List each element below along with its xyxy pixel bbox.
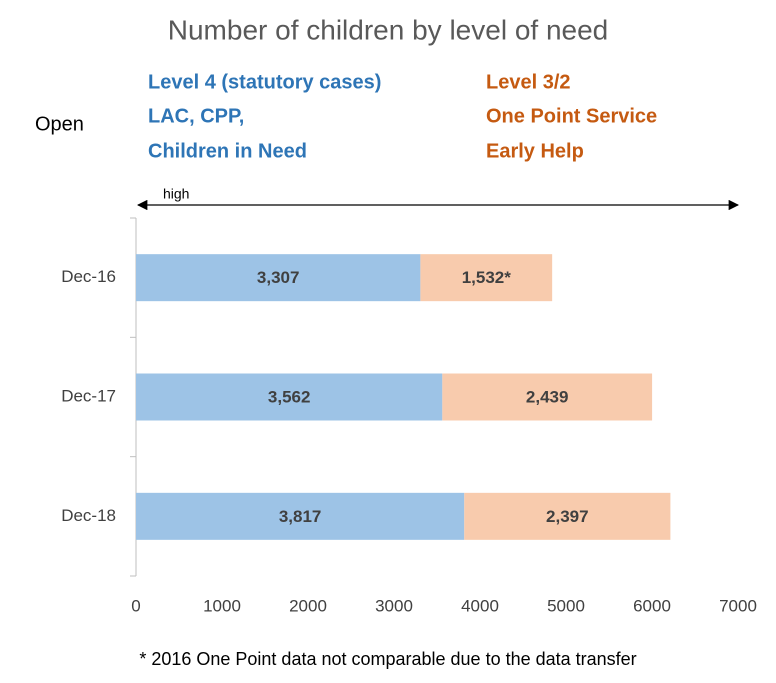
value-label: 3,817 bbox=[279, 507, 322, 526]
value-label: 3,307 bbox=[257, 268, 300, 287]
annotation: Early Help bbox=[486, 140, 584, 162]
annotation: * 2016 One Point data not comparable due… bbox=[139, 649, 636, 669]
legend-label: Level 3/2 bbox=[486, 71, 571, 93]
x-tick-label: 2000 bbox=[289, 596, 327, 615]
annotation: high bbox=[163, 186, 189, 202]
legend-label: Level 4 (statutory cases) bbox=[148, 71, 381, 93]
annotation: One Point Service bbox=[486, 105, 657, 127]
value-label: 3,562 bbox=[268, 387, 311, 406]
annotation: Open bbox=[35, 113, 84, 135]
bar-segment bbox=[442, 373, 653, 421]
y-tick-label: Dec-16 bbox=[61, 267, 116, 286]
x-tick-label: 1000 bbox=[203, 596, 241, 615]
bar-segment bbox=[464, 492, 671, 540]
bar-segment bbox=[420, 254, 553, 302]
chart-title: Number of children by level of need bbox=[168, 14, 608, 45]
x-tick-label: 3000 bbox=[375, 596, 413, 615]
x-tick-label: 4000 bbox=[461, 596, 499, 615]
bar-segment bbox=[136, 492, 465, 540]
y-tick-label: Dec-17 bbox=[61, 386, 116, 405]
x-tick-label: 5000 bbox=[547, 596, 585, 615]
annotation: Children in Need bbox=[148, 140, 307, 162]
annotation: LAC, CPP, bbox=[148, 105, 244, 127]
x-tick-label: 7000 bbox=[719, 596, 757, 615]
x-tick-label: 6000 bbox=[633, 596, 671, 615]
x-tick-label: 0 bbox=[131, 596, 140, 615]
value-label: 2,439 bbox=[526, 387, 569, 406]
value-label: 1,532* bbox=[462, 268, 512, 287]
y-tick-label: Dec-18 bbox=[61, 506, 116, 525]
bar-segment bbox=[136, 254, 421, 302]
value-label: 2,397 bbox=[546, 507, 589, 526]
bar-segment bbox=[136, 373, 443, 421]
